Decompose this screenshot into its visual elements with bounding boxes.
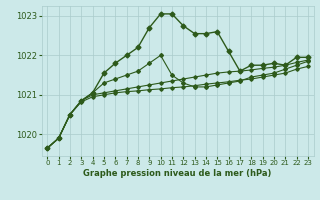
X-axis label: Graphe pression niveau de la mer (hPa): Graphe pression niveau de la mer (hPa) [84, 169, 272, 178]
